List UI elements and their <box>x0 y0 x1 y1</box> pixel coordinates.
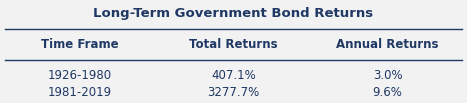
Text: 1926-1980: 1926-1980 <box>47 69 112 82</box>
Text: Long-Term Government Bond Returns: Long-Term Government Bond Returns <box>93 7 374 20</box>
Text: 1981-2019: 1981-2019 <box>47 86 112 99</box>
Text: 407.1%: 407.1% <box>211 69 256 82</box>
Text: 3.0%: 3.0% <box>373 69 403 82</box>
Text: 3277.7%: 3277.7% <box>207 86 260 99</box>
Text: Time Frame: Time Frame <box>41 38 118 51</box>
Text: 9.6%: 9.6% <box>373 86 403 99</box>
Text: Total Returns: Total Returns <box>189 38 278 51</box>
Text: Annual Returns: Annual Returns <box>336 38 439 51</box>
